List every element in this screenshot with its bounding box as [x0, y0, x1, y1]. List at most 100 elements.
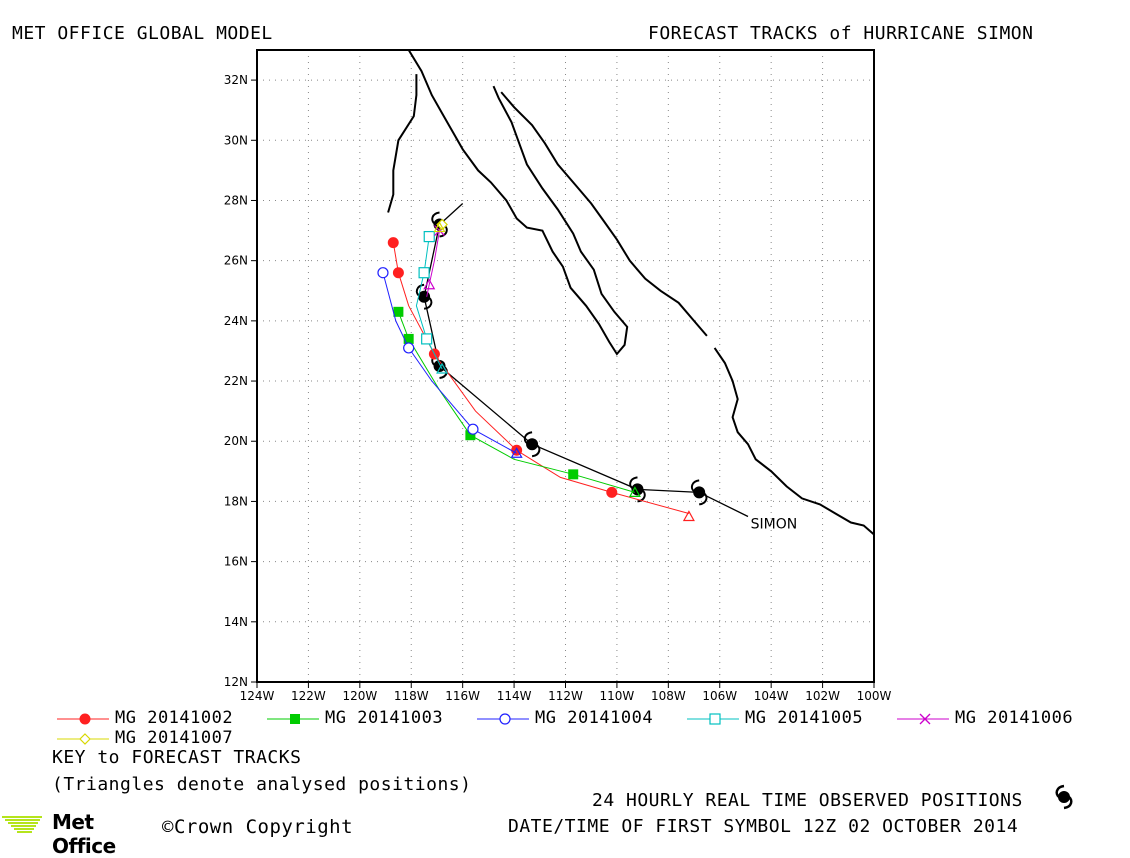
forecast-point — [418, 267, 430, 279]
hurricane-arm — [531, 444, 541, 458]
forecast-point — [403, 333, 414, 344]
lon-tick-label: 120W — [342, 689, 377, 700]
forecast-point — [421, 333, 433, 345]
analysed-position-triangle — [628, 486, 641, 497]
lat-tick-label: 16N — [224, 555, 248, 569]
hurricane-arm — [637, 489, 646, 503]
lon-tick-label: 106W — [702, 689, 737, 700]
logo-bar — [14, 828, 34, 830]
lat-tick-label: 14N — [224, 615, 248, 629]
analysed-position-triangle — [433, 221, 446, 233]
legend-label: MG 20141005 — [745, 708, 864, 728]
forecast-track — [415, 230, 443, 370]
legend-marker — [709, 713, 721, 725]
copyright: ©Crown Copyright — [162, 816, 354, 838]
hurricane-symbol-icon — [523, 431, 541, 458]
hurricane-arm — [431, 211, 440, 225]
logo-bar — [17, 831, 32, 833]
page-title: FORECAST TRACKS of HURRICANE SIMON — [648, 23, 1034, 44]
map-frame — [256, 49, 875, 683]
legend-label: MG 20141002 — [115, 708, 234, 728]
legend-swatch — [477, 713, 529, 725]
logo-bar — [11, 825, 36, 827]
coastline-segment — [713, 347, 875, 536]
forecast-track-line — [415, 236, 443, 370]
forecast-track — [387, 237, 690, 514]
key-note: (Triangles denote analysed positions) — [52, 774, 472, 795]
analysed-position-triangle — [682, 510, 695, 522]
legend-marker — [919, 713, 931, 725]
legend-swatch — [267, 714, 319, 724]
forecast-track — [393, 306, 636, 493]
legend-label: MG 20141003 — [325, 708, 444, 728]
hurricane-arm — [629, 476, 638, 490]
legend-swatch — [897, 713, 949, 725]
key-title: KEY to FORECAST TRACKS — [52, 747, 302, 768]
logo-bar — [8, 822, 38, 824]
lon-tick-label: 116W — [445, 689, 480, 700]
legend-marker — [499, 713, 511, 725]
forecast-point — [392, 267, 404, 279]
lat-tick-label: 32N — [224, 73, 248, 87]
hurricane-symbol-icon — [690, 479, 708, 506]
lon-tick-label: 110W — [600, 689, 635, 700]
lat-tick-label: 20N — [224, 434, 248, 448]
logo-bar — [2, 816, 42, 818]
coastline — [387, 49, 875, 536]
forecast-point — [393, 306, 404, 317]
forecast-tracks — [377, 218, 695, 522]
met-office-logo: Met Office — [2, 810, 152, 858]
axis-ticks: 124W 122W 120W 118W 116W 114W 112W 110W 108W 106W… — [224, 73, 892, 700]
hurricane-eye — [433, 360, 446, 372]
forecast-point — [606, 486, 618, 498]
legend-label: MG 20141006 — [955, 708, 1074, 728]
hurricane-arm — [698, 492, 708, 506]
forecast-track-line — [426, 230, 440, 297]
hurricane-arm — [523, 431, 533, 445]
legend-label: MG 20141004 — [535, 708, 654, 728]
brand-name: Met Office — [52, 810, 116, 858]
forecast-track-map: 124W 122W 120W 118W 116W 114W 112W 110W 108W 106W… — [224, 49, 892, 700]
observed-track — [415, 203, 749, 518]
forecast-point — [377, 267, 389, 279]
forecast-track-line — [392, 242, 690, 514]
legend-marker — [79, 733, 91, 745]
analysed-position-triangle — [423, 278, 436, 290]
met-office-logo-icon — [2, 816, 42, 833]
model-title: MET OFFICE GLOBAL MODEL — [12, 23, 273, 44]
legend-swatch — [687, 713, 739, 725]
lon-tick-label: 102W — [805, 689, 840, 700]
hurricane-arm — [690, 479, 700, 493]
lon-tick-label: 108W — [651, 689, 686, 700]
forecast-track — [377, 267, 517, 454]
observed-note: 24 HOURLY REAL TIME OBSERVED POSITIONS — [592, 790, 1023, 811]
forecast-point — [467, 423, 479, 435]
legend-marker — [79, 713, 91, 725]
coastline-segment — [407, 49, 629, 356]
lon-tick-label: 118W — [394, 689, 429, 700]
lat-tick-label: 24N — [224, 314, 248, 328]
lon-tick-label: 100W — [857, 689, 892, 700]
lon-tick-label: 112W — [548, 689, 583, 700]
forecast-point — [387, 237, 399, 249]
graticule — [257, 50, 874, 682]
lat-tick-label: 12N — [224, 675, 248, 689]
lat-tick-label: 22N — [224, 374, 248, 388]
lon-tick-label: 124W — [240, 689, 275, 700]
island-coastline — [387, 74, 418, 213]
forecast-point — [423, 230, 435, 243]
lon-tick-label: 104W — [754, 689, 789, 700]
hurricane-eye — [693, 486, 706, 499]
lon-tick-label: 122W — [291, 689, 326, 700]
hurricane-eye — [526, 438, 539, 451]
analysed-position-triangle — [510, 447, 523, 458]
forecast-point — [465, 430, 476, 441]
forecast-track-line — [382, 272, 517, 454]
legend-label: MG 20141007 — [115, 728, 234, 748]
lon-tick-label: 114W — [497, 689, 532, 700]
legend-swatch — [57, 733, 109, 745]
lat-tick-label: 18N — [224, 494, 248, 508]
coastline-segment — [500, 91, 708, 337]
storm-label: SIMON — [751, 517, 798, 533]
analysed-position-triangle — [436, 362, 449, 374]
